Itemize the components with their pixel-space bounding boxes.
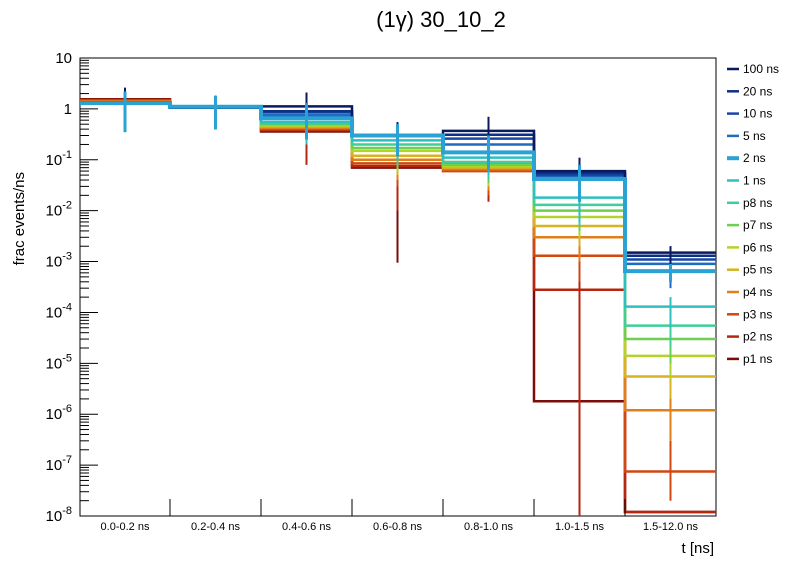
y-tick-label: 10-1: [46, 149, 72, 169]
legend-entry: p3 ns: [727, 307, 772, 321]
legend-label: p6 ns: [743, 240, 772, 254]
y-tick-label: 10-8: [46, 505, 72, 525]
y-tick-label: 10-6: [46, 403, 72, 423]
plot-frame: [79, 57, 717, 517]
y-axis-title: frac events/ns: [11, 172, 28, 265]
x-tick-label: 0.4-0.6 ns: [282, 521, 331, 533]
axis-layer: 10-8 10-7 10-6 10-5 10-4 10-3 10-2 10-1 1 10 0.0-0…: [46, 50, 699, 533]
x-tick-label: 1.0-1.5 ns: [555, 521, 604, 533]
legend-label: p4 ns: [743, 285, 772, 299]
legend-label: 10 ns: [743, 107, 772, 121]
legend-label: p7 ns: [743, 218, 772, 232]
legend-entry: p8 ns: [727, 196, 772, 210]
legend-label: 5 ns: [743, 129, 766, 143]
y-tick-label: 10-7: [46, 454, 72, 474]
y-tick-label: 10-4: [46, 301, 72, 321]
y-tick-label: 10-3: [46, 251, 72, 271]
x-tick-label: 0.2-0.4 ns: [191, 521, 240, 533]
legend-label: p1 ns: [743, 352, 772, 366]
x-tick-label: 0.6-0.8 ns: [373, 521, 422, 533]
legend-entry: p4 ns: [727, 285, 772, 299]
legend-entry: 2 ns: [727, 151, 766, 165]
legend-entry: p7 ns: [727, 218, 772, 232]
legend-label: p2 ns: [743, 330, 772, 344]
legend-label: p8 ns: [743, 196, 772, 210]
series-layer: [80, 87, 716, 516]
legend-entry: 1 ns: [727, 174, 766, 188]
legend-entry: p1 ns: [727, 352, 772, 366]
x-tick-label: 0.8-1.0 ns: [464, 521, 513, 533]
y-tick-label: 10: [55, 50, 72, 67]
legend-entry: p2 ns: [727, 330, 772, 344]
legend-label: 2 ns: [743, 151, 766, 165]
legend-label: p3 ns: [743, 307, 772, 321]
legend-entry: p5 ns: [727, 263, 772, 277]
y-tick-label: 1: [64, 101, 72, 118]
chart-title: (1γ) 30_10_2: [376, 7, 506, 32]
legend-entry: 10 ns: [727, 107, 772, 121]
legend-entry: p6 ns: [727, 240, 772, 254]
legend-label: 20 ns: [743, 84, 772, 98]
legend-entry: 5 ns: [727, 129, 766, 143]
legend-label: 100 ns: [743, 62, 779, 76]
series-2-ns: [80, 91, 716, 282]
legend-entry: 20 ns: [727, 84, 772, 98]
legend-label: 1 ns: [743, 174, 766, 188]
y-tick-label: 10-2: [46, 200, 72, 220]
x-tick-label: 0.0-0.2 ns: [101, 521, 150, 533]
x-axis-title: t [ns]: [681, 540, 714, 557]
y-tick-label: 10-5: [46, 352, 72, 372]
legend-entry: 100 ns: [727, 62, 779, 76]
legend: 100 ns 20 ns 10 ns 5 ns 2 ns 1 ns p8 ns p7 ns p6…: [727, 62, 779, 366]
legend-label: p5 ns: [743, 263, 772, 277]
x-tick-label: 1.5-12.0 ns: [643, 521, 699, 533]
